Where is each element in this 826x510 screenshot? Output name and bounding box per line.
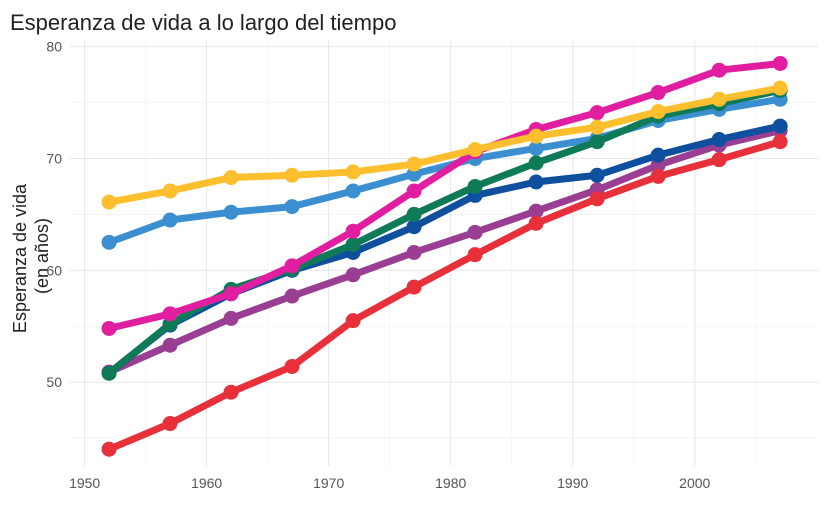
series-line [105,84,784,206]
data-point [589,119,605,135]
data-point [284,167,300,183]
data-point [467,178,483,194]
series-line [105,127,784,376]
data-point [345,223,361,239]
data-point [467,142,483,158]
data-point [650,104,666,120]
data-point [162,416,178,432]
data-point [101,365,117,381]
series-5 [101,55,788,336]
data-point [589,105,605,121]
data-point [711,152,727,168]
data-point [284,358,300,374]
data-point [162,306,178,322]
x-tick-label: 1960 [191,475,222,491]
y-tick-label: 60 [46,262,62,278]
series-4 [101,82,788,381]
data-point [528,155,544,171]
data-point [528,174,544,190]
series-6 [101,80,788,210]
series-7 [101,134,788,457]
y-tick-label: 70 [46,151,62,167]
data-point [162,337,178,353]
data-point [589,134,605,150]
data-point [711,91,727,107]
data-point [528,128,544,144]
data-point [284,258,300,274]
data-point [101,234,117,250]
data-point [650,168,666,184]
data-point [589,167,605,183]
data-point [101,194,117,210]
data-point [223,310,239,326]
y-tick-label: 50 [46,374,62,390]
data-point [528,140,544,156]
data-point [406,219,422,235]
data-point [467,224,483,240]
data-point [711,62,727,78]
data-point [711,132,727,148]
data-point [223,384,239,400]
data-point [223,286,239,302]
y-axis-label: Esperanza de vida (en años) [10,179,52,333]
data-point [345,183,361,199]
x-tick-label: 2000 [679,475,710,491]
x-tick-label: 1990 [557,475,588,491]
data-point [345,237,361,253]
data-point [223,204,239,220]
data-point [345,313,361,329]
data-point [528,215,544,231]
data-point [223,170,239,186]
series-line [105,95,784,246]
data-point [345,267,361,283]
series-line [105,138,784,453]
data-point [528,203,544,219]
series-2 [101,123,788,380]
data-point [467,247,483,263]
data-point [162,212,178,228]
data-point [345,164,361,180]
data-point [406,156,422,172]
data-point [284,288,300,304]
x-tick-label: 1950 [69,475,100,491]
data-point [772,80,788,96]
data-point [101,320,117,336]
y-axis-label-line-1: Esperanza de vida [10,183,30,333]
y-axis-label-line-2: (en años) [32,218,52,294]
x-tick-label: 1980 [435,475,466,491]
y-tick-label: 80 [46,39,62,55]
x-tick-label: 1970 [313,475,344,491]
data-point [772,134,788,150]
data-point [406,279,422,295]
data-point [650,85,666,101]
series-line [105,59,784,332]
y-tick-labels: 50 60 70 80 [46,39,62,390]
chart-title: Esperanza de vida a lo largo del tiempo [10,10,396,35]
data-point [162,183,178,199]
series-group [101,55,788,457]
data-point [406,244,422,260]
data-point [589,191,605,207]
data-point [101,441,117,457]
x-tick-labels: 1950 1960 1970 1980 1990 2000 [69,475,710,491]
data-point [772,55,788,71]
data-point [772,118,788,134]
data-point [406,183,422,199]
data-point [406,206,422,222]
data-point [284,199,300,215]
data-point [650,147,666,163]
